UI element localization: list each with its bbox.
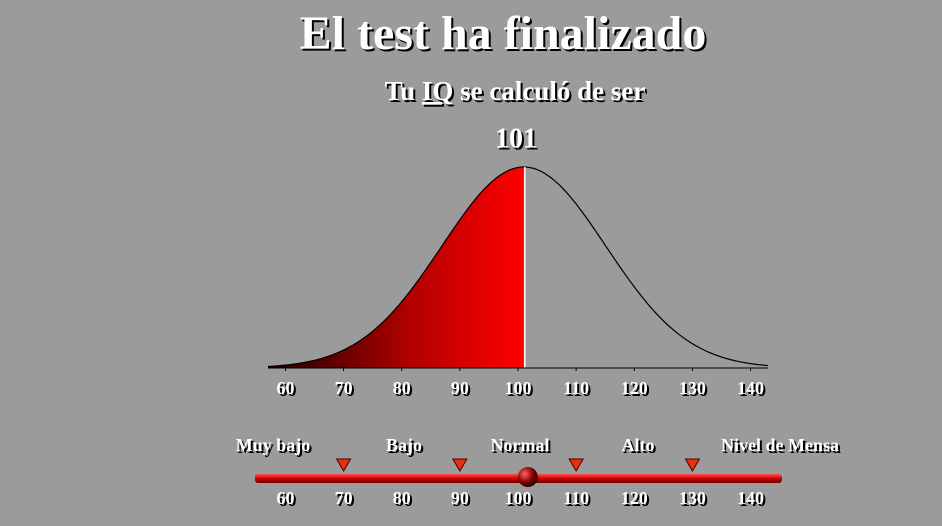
level-label: Normal	[491, 435, 550, 455]
score: 101	[495, 123, 537, 154]
x-tick-label: 80	[393, 378, 411, 398]
level-label: Alto	[622, 435, 655, 455]
subtitle-iq: IQ	[422, 76, 454, 106]
scale-tick-label: 60	[276, 488, 294, 508]
score-knob	[517, 467, 538, 487]
x-tick-label: 130	[679, 378, 706, 398]
threshold-marker	[568, 458, 585, 472]
scale-tick-label: 100	[505, 488, 532, 508]
subtitle: Tu IQ se calculó de ser	[385, 76, 646, 106]
level-label: Nivel de Mensa	[721, 435, 839, 455]
level-label: Bajo	[386, 435, 422, 455]
x-tick-label: 90	[451, 378, 469, 398]
x-tick-label: 60	[276, 378, 294, 398]
x-tick-label: 120	[621, 378, 648, 398]
scale-tick-label: 120	[621, 488, 648, 508]
scale-tick-label: 90	[451, 488, 469, 508]
scale-tick-label: 130	[679, 488, 706, 508]
scale-tick-label: 70	[335, 488, 353, 508]
threshold-marker	[335, 458, 352, 472]
curve-fill	[268, 167, 524, 368]
threshold-marker	[451, 458, 468, 472]
level-label: Muy bajo	[236, 435, 311, 455]
scale-tick-label: 110	[563, 488, 589, 508]
subtitle-text: se calculó de ser	[460, 76, 645, 106]
threshold-marker	[684, 458, 701, 472]
x-tick-label: 70	[335, 378, 353, 398]
subtitle-text: Tu	[385, 76, 416, 106]
x-tick-label: 100	[505, 378, 532, 398]
scale-tick-label: 80	[393, 488, 411, 508]
scale-tick-label: 140	[737, 488, 764, 508]
bell-curve	[267, 166, 769, 368]
x-tick-label: 140	[737, 378, 764, 398]
title: El test ha finalizado	[300, 7, 707, 60]
x-tick-label: 110	[563, 378, 589, 398]
